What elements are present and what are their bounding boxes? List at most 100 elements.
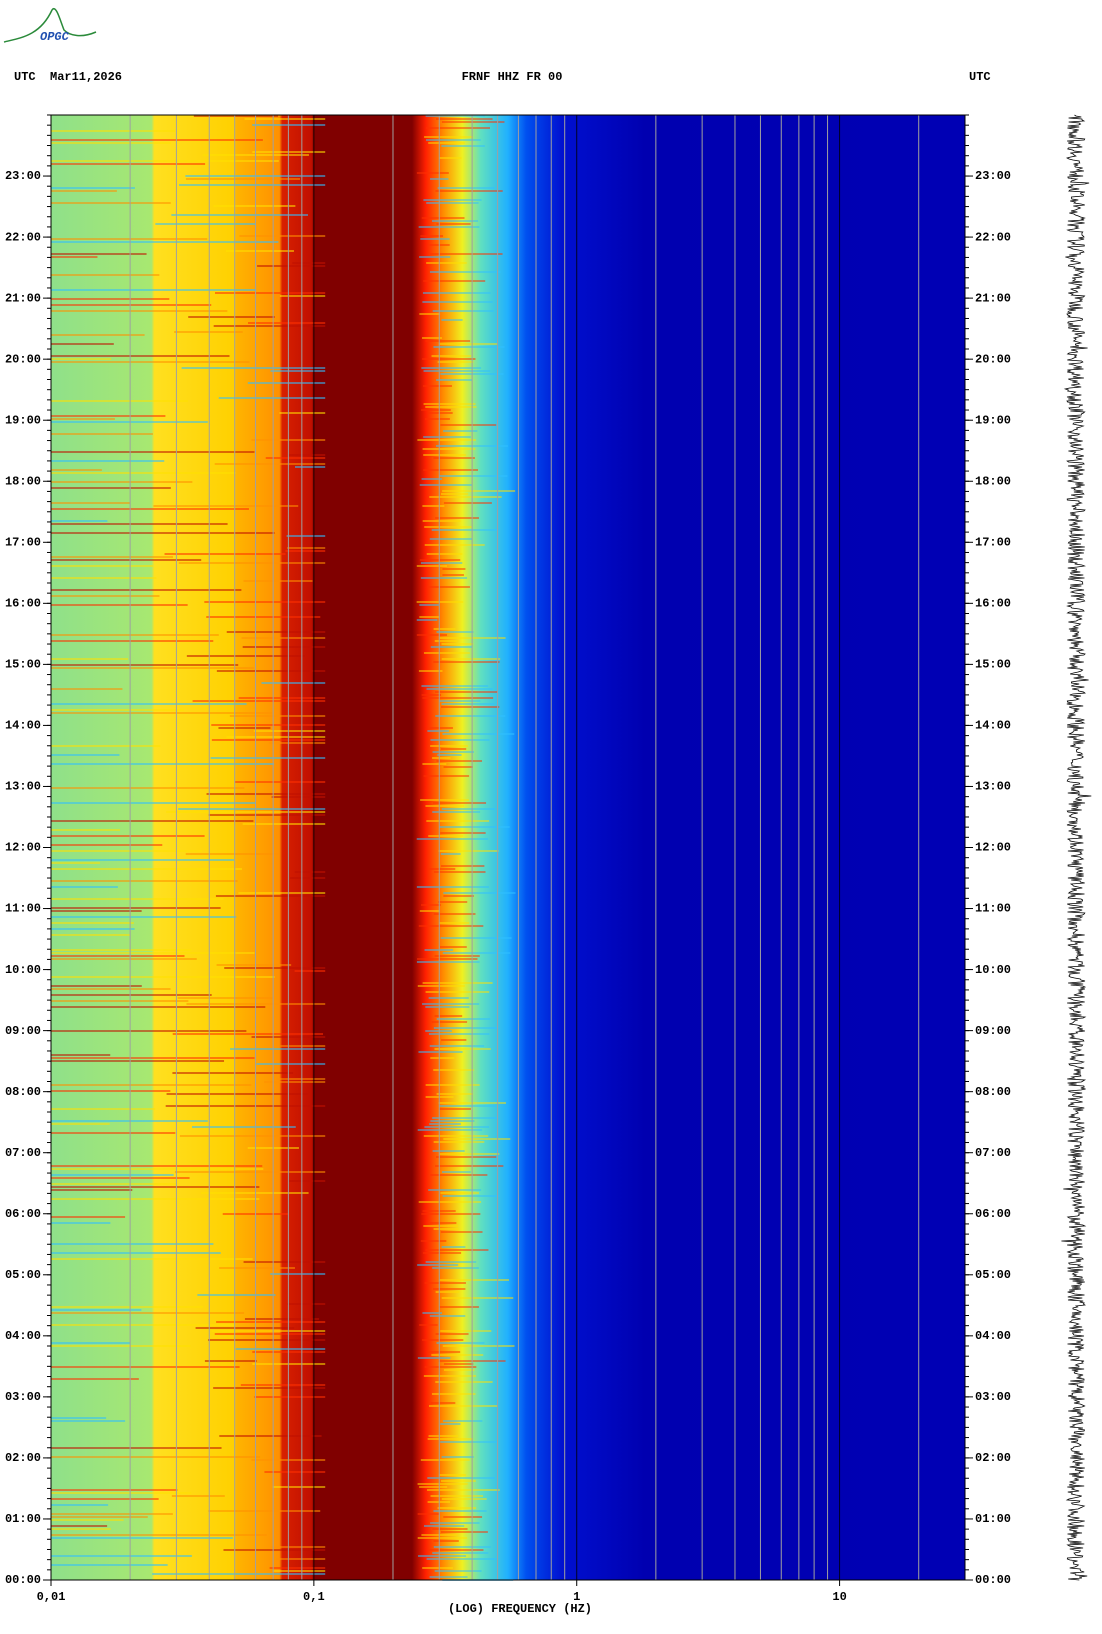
texture-stripe bbox=[51, 334, 145, 336]
chart-title: FRNF HHZ FR 00 bbox=[462, 70, 563, 84]
texture-stripe bbox=[432, 1117, 499, 1119]
texture-stripe bbox=[422, 301, 493, 303]
texture-stripe bbox=[51, 988, 171, 990]
texture-stripe bbox=[51, 1252, 221, 1254]
logo-curve bbox=[3, 7, 97, 43]
texture-stripe bbox=[432, 1528, 468, 1530]
texture-stripe bbox=[417, 439, 476, 441]
texture-stripe bbox=[421, 685, 489, 687]
texture-stripe bbox=[422, 1312, 442, 1314]
texture-stripe bbox=[238, 892, 326, 894]
texture-stripe bbox=[51, 949, 192, 951]
texture-stripe bbox=[434, 640, 458, 642]
texture-stripe bbox=[292, 262, 326, 264]
texture-stripe bbox=[424, 1525, 465, 1527]
texture-stripe bbox=[51, 994, 212, 996]
texture-stripe bbox=[51, 934, 130, 936]
texture-stripe bbox=[427, 586, 470, 588]
y-tick-label: 02:00 bbox=[975, 1451, 1011, 1465]
texture-stripe bbox=[51, 400, 189, 402]
y-tick-label: 00:00 bbox=[5, 1573, 41, 1587]
texture-stripe bbox=[418, 1201, 482, 1203]
texture-stripe bbox=[432, 1267, 479, 1269]
texture-stripe bbox=[439, 922, 470, 924]
texture-stripe bbox=[423, 199, 482, 201]
texture-stripe bbox=[418, 925, 484, 927]
texture-stripe bbox=[51, 1000, 189, 1002]
y-tick-label: 16:00 bbox=[975, 597, 1011, 611]
texture-stripe bbox=[51, 976, 275, 978]
texture-stripe bbox=[51, 1258, 253, 1260]
texture-stripe bbox=[51, 1417, 107, 1419]
texture-stripe bbox=[439, 1105, 496, 1107]
texture-stripe bbox=[440, 706, 500, 708]
texture-stripe bbox=[218, 397, 326, 399]
texture-stripe bbox=[51, 523, 228, 525]
texture-stripe bbox=[416, 619, 438, 621]
texture-stripe bbox=[51, 703, 247, 705]
texture-stripe bbox=[439, 1306, 479, 1308]
texture-stripe bbox=[225, 250, 294, 252]
y-tick-label: 10:00 bbox=[975, 963, 1011, 977]
texture-stripe bbox=[443, 766, 473, 768]
texture-stripe bbox=[442, 490, 516, 492]
texture-stripe bbox=[432, 751, 474, 753]
texture-stripe bbox=[431, 1393, 476, 1395]
texture-stripe bbox=[51, 202, 171, 204]
texture-stripe bbox=[51, 1123, 110, 1125]
texture-stripe bbox=[433, 1510, 487, 1512]
texture-stripe bbox=[427, 730, 449, 732]
texture-stripe bbox=[51, 1513, 173, 1515]
texture-stripe bbox=[443, 430, 478, 432]
y-tick-label: 23:00 bbox=[975, 169, 1011, 183]
texture-stripe bbox=[423, 280, 486, 282]
texture-stripe bbox=[51, 1054, 111, 1056]
y-tick-label: 12:00 bbox=[975, 841, 1011, 855]
y-tick-label: 02:00 bbox=[5, 1451, 41, 1465]
texture-stripe bbox=[423, 1375, 477, 1377]
texture-stripe bbox=[423, 454, 467, 456]
y-tick-label: 17:00 bbox=[975, 535, 1011, 549]
logo: OPGC bbox=[40, 30, 70, 44]
texture-stripe bbox=[434, 1570, 482, 1572]
texture-stripe bbox=[425, 1249, 489, 1251]
texture-stripe bbox=[425, 1030, 452, 1032]
y-tick-label: 07:00 bbox=[975, 1146, 1011, 1160]
texture-stripe bbox=[51, 163, 206, 165]
texture-stripe bbox=[152, 1573, 326, 1575]
texture-stripe bbox=[443, 1516, 483, 1518]
texture-stripe bbox=[440, 493, 469, 495]
texture-stripe bbox=[51, 1555, 192, 1557]
texture-stripe bbox=[418, 670, 443, 672]
texture-stripe bbox=[51, 868, 242, 870]
texture-stripe bbox=[440, 1441, 498, 1443]
texture-stripe bbox=[433, 457, 475, 459]
texture-stripe bbox=[442, 733, 515, 735]
texture-stripe bbox=[417, 1129, 483, 1131]
texture-stripe bbox=[295, 466, 326, 468]
texture-stripe bbox=[435, 1333, 469, 1335]
texture-stripe bbox=[429, 1045, 485, 1047]
texture-stripe bbox=[441, 703, 495, 705]
texture-stripe bbox=[436, 379, 473, 381]
y-tick-label: 01:00 bbox=[975, 1512, 1011, 1526]
texture-stripe bbox=[424, 544, 485, 546]
texture-stripe bbox=[440, 865, 485, 867]
texture-stripe bbox=[257, 265, 326, 267]
y-tick-label: 05:00 bbox=[5, 1268, 41, 1282]
texture-stripe bbox=[426, 139, 481, 141]
texture-stripe bbox=[213, 1387, 326, 1389]
date: Mar11,2026 bbox=[50, 70, 122, 84]
texture-stripe bbox=[294, 871, 326, 873]
texture-stripe bbox=[51, 1420, 126, 1422]
texture-stripe bbox=[51, 187, 135, 189]
texture-stripe bbox=[439, 826, 510, 828]
texture-stripe bbox=[214, 1333, 326, 1335]
texture-stripe bbox=[51, 1006, 266, 1008]
texture-stripe bbox=[424, 526, 473, 528]
texture-stripe bbox=[51, 460, 165, 462]
texture-stripe bbox=[51, 862, 100, 864]
y-tick-label: 23:00 bbox=[5, 169, 41, 183]
y-tick-label: 10:00 bbox=[5, 963, 41, 977]
